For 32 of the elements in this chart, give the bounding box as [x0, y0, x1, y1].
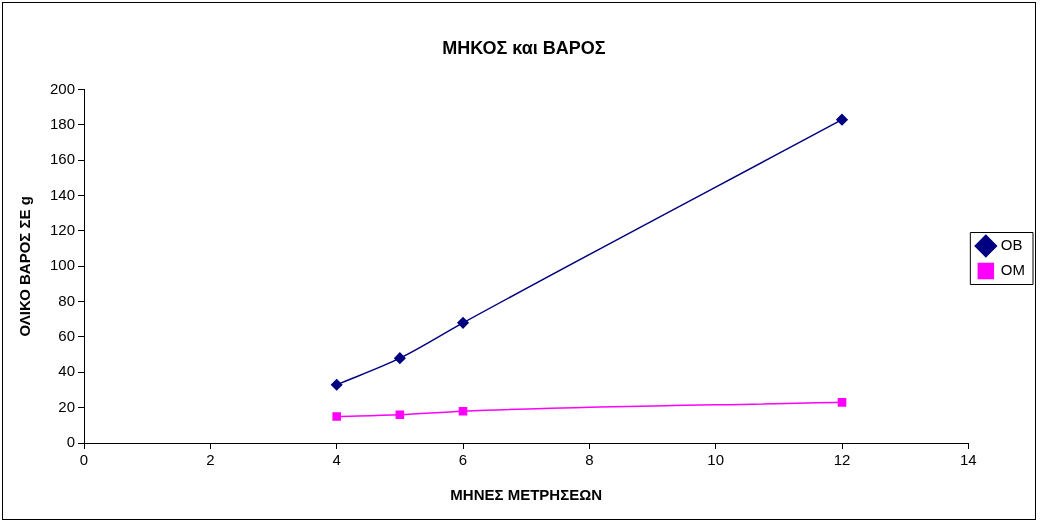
point	[395, 410, 405, 420]
point	[837, 398, 847, 407]
y-tick-label: 180	[50, 115, 76, 133]
x-tick-label: 0	[79, 451, 89, 469]
y-tick-label: 160	[50, 150, 76, 168]
point	[330, 378, 343, 391]
y-tick-label: 60	[58, 327, 76, 345]
x-axis-title: ΜΗΝΕΣ ΜΕΤΡΗΣΕΩΝ	[450, 486, 603, 504]
y-tick-label: 140	[50, 185, 76, 203]
point	[458, 406, 468, 416]
x-tick-label: 2	[206, 451, 215, 469]
point	[332, 412, 341, 421]
point	[394, 352, 406, 364]
x-tick-label: 12	[833, 451, 851, 469]
y-tick-label: 80	[58, 291, 76, 309]
legend-label: ΟΒ	[1000, 236, 1023, 254]
y-tick-label: 200	[50, 79, 76, 97]
y-tick-label: 20	[58, 397, 76, 415]
y-tick-label: 0	[66, 433, 76, 451]
x-tick-label: 10	[707, 451, 725, 469]
x-tick-label: 8	[585, 451, 594, 469]
point	[457, 317, 469, 329]
point	[836, 113, 848, 126]
x-tick-label: 4	[332, 451, 341, 469]
y-tick-label: 100	[50, 256, 76, 274]
chart-title: ΜΗΚΟΣ και ΒΑΡΟΣ	[442, 37, 606, 58]
y-axis-title: ΟΛΙΚΟ ΒΑΡΟΣ ΣΕ g	[16, 196, 34, 337]
x-tick-label: 6	[458, 451, 468, 469]
y-tick-label: 40	[58, 362, 76, 380]
y-tick-label: 120	[50, 221, 76, 239]
x-tick-label: 14	[959, 451, 977, 469]
legend-label: ΟΜ	[1000, 261, 1026, 279]
